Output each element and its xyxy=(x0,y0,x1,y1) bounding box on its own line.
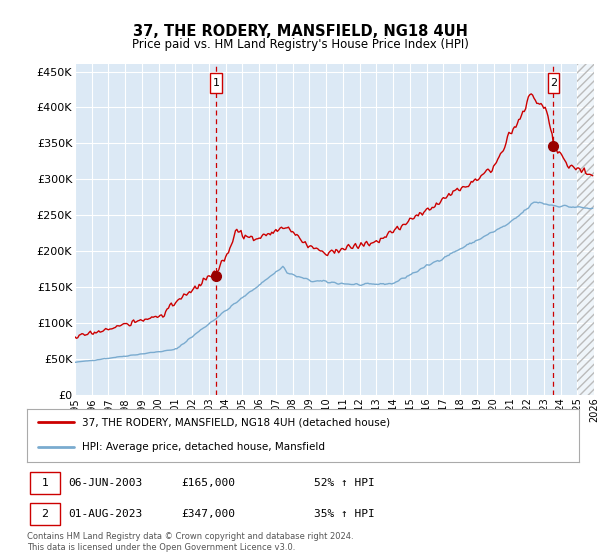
Text: 52% ↑ HPI: 52% ↑ HPI xyxy=(314,478,375,488)
Text: HPI: Average price, detached house, Mansfield: HPI: Average price, detached house, Mans… xyxy=(82,442,325,452)
FancyBboxPatch shape xyxy=(548,73,559,93)
Text: Price paid vs. HM Land Registry's House Price Index (HPI): Price paid vs. HM Land Registry's House … xyxy=(131,38,469,51)
FancyBboxPatch shape xyxy=(211,73,222,93)
Text: 1: 1 xyxy=(41,478,49,488)
Text: 1: 1 xyxy=(213,78,220,88)
Text: This data is licensed under the Open Government Licence v3.0.: This data is licensed under the Open Gov… xyxy=(27,543,295,552)
FancyBboxPatch shape xyxy=(30,472,60,494)
Text: £165,000: £165,000 xyxy=(182,478,236,488)
Text: 37, THE RODERY, MANSFIELD, NG18 4UH (detached house): 37, THE RODERY, MANSFIELD, NG18 4UH (det… xyxy=(82,417,391,427)
Bar xyxy=(577,64,600,395)
Bar xyxy=(577,64,600,395)
Text: 06-JUN-2003: 06-JUN-2003 xyxy=(68,478,143,488)
FancyBboxPatch shape xyxy=(30,503,60,525)
Text: 2: 2 xyxy=(550,78,557,88)
Text: 01-AUG-2023: 01-AUG-2023 xyxy=(68,509,143,519)
Text: 37, THE RODERY, MANSFIELD, NG18 4UH: 37, THE RODERY, MANSFIELD, NG18 4UH xyxy=(133,24,467,39)
Text: £347,000: £347,000 xyxy=(182,509,236,519)
Text: Contains HM Land Registry data © Crown copyright and database right 2024.: Contains HM Land Registry data © Crown c… xyxy=(27,532,353,541)
Text: 2: 2 xyxy=(41,509,49,519)
Text: 35% ↑ HPI: 35% ↑ HPI xyxy=(314,509,375,519)
